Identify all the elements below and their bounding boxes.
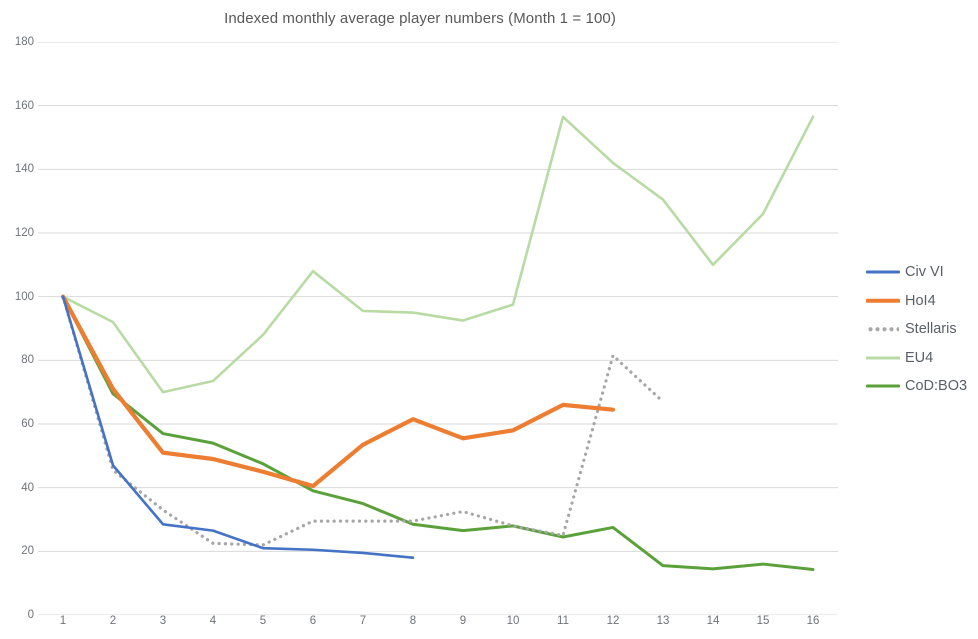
legend-label: HoI4: [905, 292, 936, 309]
x-axis: 1 2 3 4 5 6 7 8 9 10 11 12 13 14 15 16: [38, 615, 838, 637]
legend-swatch-icon: [866, 379, 900, 393]
y-tick-label: 40: [21, 481, 34, 494]
legend-item-civ-vi[interactable]: Civ VI: [866, 258, 978, 287]
y-axis: 0 20 40 60 80 100 120 140 160 180: [0, 36, 38, 621]
x-tick-label: 16: [806, 615, 820, 627]
series-lines: [38, 42, 838, 615]
y-tick-label: 140: [14, 163, 34, 176]
legend-swatch-icon: [866, 265, 900, 279]
series-line-hoi4: [63, 297, 613, 486]
legend-item-stellaris[interactable]: Stellaris: [866, 315, 978, 344]
legend-item-hoi4[interactable]: HoI4: [866, 287, 978, 316]
y-tick-label: 0: [27, 609, 34, 621]
x-tick-label: 5: [259, 615, 267, 627]
x-tick-label: 13: [656, 615, 670, 627]
legend-label: Civ VI: [905, 264, 944, 281]
series-line-eu4: [63, 117, 813, 392]
y-tick-label: 120: [14, 227, 34, 239]
x-tick-label: 3: [159, 615, 167, 627]
chart-legend: Civ VI HoI4 Stellaris EU4 CoD:BO3: [866, 258, 978, 401]
legend-item-cod-bo3[interactable]: CoD:BO3: [866, 372, 978, 401]
x-tick-label: 11: [557, 615, 569, 627]
legend-label: CoD:BO3: [905, 378, 968, 395]
chart-title: Indexed monthly average player numbers (…: [224, 10, 616, 27]
legend-swatch-icon: [866, 294, 900, 308]
x-tick-label: 8: [409, 615, 417, 627]
legend-swatch-icon: [866, 351, 900, 365]
gridlines: [38, 42, 838, 615]
y-tick-label: 160: [14, 99, 34, 112]
legend-label: Stellaris: [905, 321, 957, 338]
plot-area: [38, 42, 838, 615]
x-tick-label: 10: [506, 615, 520, 627]
legend-item-eu4[interactable]: EU4: [866, 344, 978, 373]
x-tick-label: 4: [209, 615, 217, 627]
x-tick-label: 7: [359, 615, 367, 627]
x-tick-label: 15: [756, 615, 770, 627]
x-tick-label: 1: [59, 615, 67, 627]
y-tick-label: 60: [21, 418, 34, 430]
x-tick-label: 9: [459, 615, 467, 627]
series-line-civ-vi: [63, 297, 413, 558]
legend-label: EU4: [905, 349, 934, 366]
y-tick-label: 180: [14, 36, 34, 48]
y-tick-label: 80: [21, 354, 34, 367]
y-tick-label: 100: [14, 290, 34, 303]
x-tick-label: 14: [706, 615, 720, 627]
series-line-cod-bo3: [63, 297, 813, 570]
x-tick-label: 6: [309, 615, 317, 627]
x-tick-label: 12: [606, 615, 620, 627]
legend-swatch-icon: [866, 322, 900, 336]
y-tick-label: 20: [21, 545, 34, 558]
series-line-stellaris: [63, 297, 663, 545]
x-tick-label: 2: [109, 615, 117, 627]
